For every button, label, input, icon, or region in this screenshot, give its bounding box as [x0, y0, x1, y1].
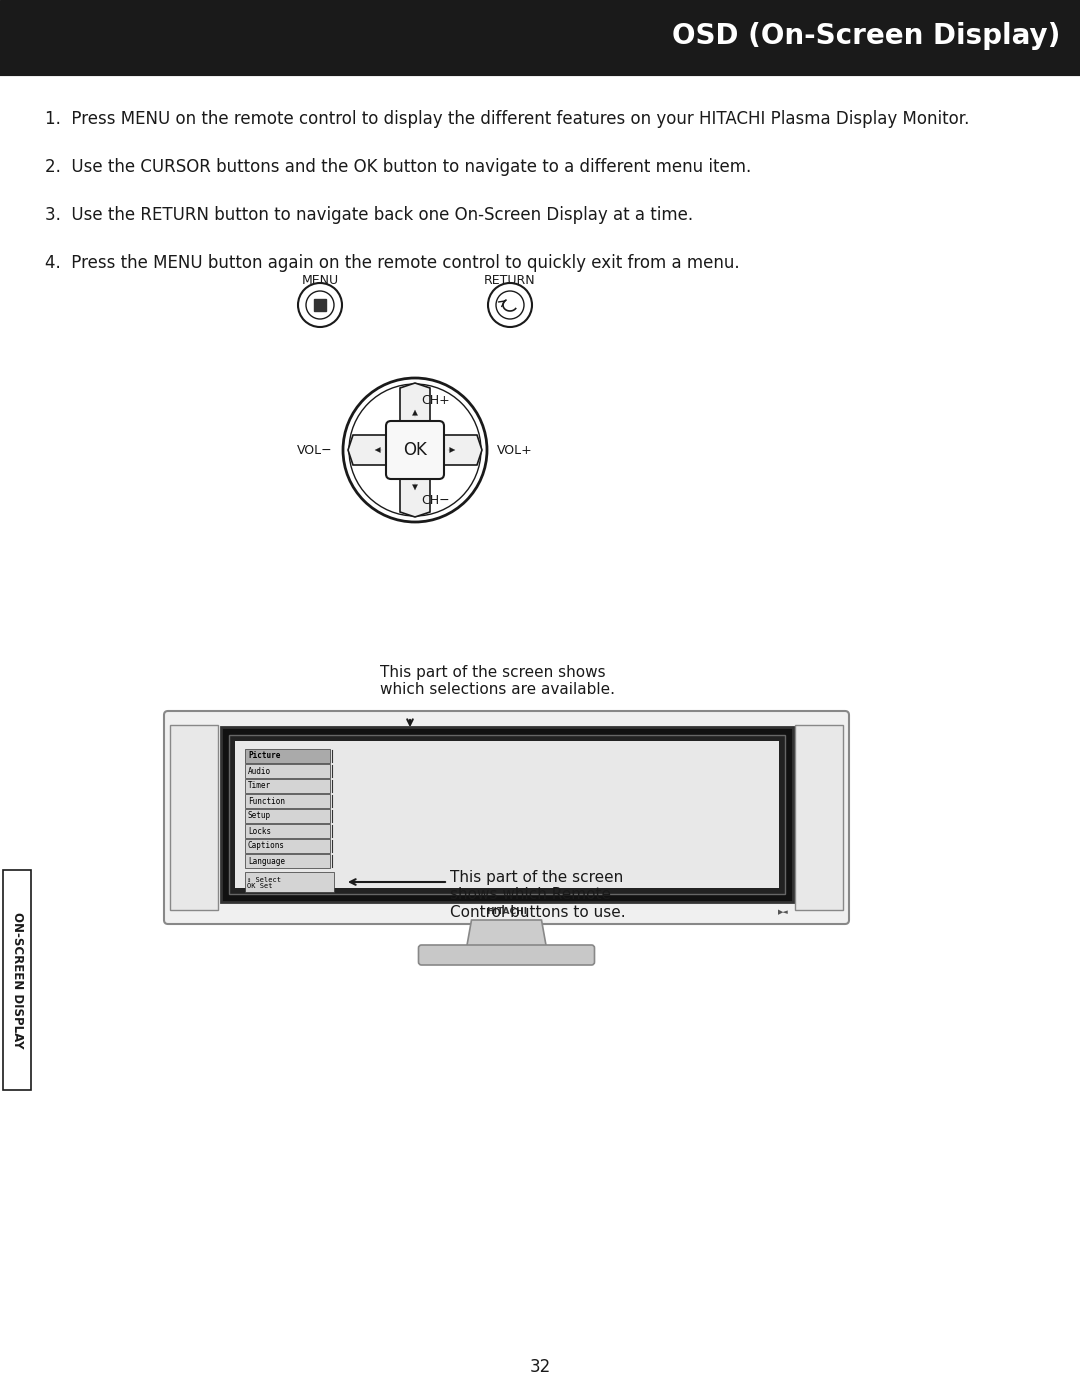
Text: This part of the screen shows
which selections are available.: This part of the screen shows which sele… — [380, 665, 615, 697]
Circle shape — [343, 379, 487, 522]
Text: Setup: Setup — [248, 812, 271, 820]
Polygon shape — [430, 434, 482, 465]
Bar — [314, 299, 326, 312]
Bar — [245, 809, 330, 823]
Bar — [245, 764, 330, 778]
Text: ↕ Select: ↕ Select — [247, 877, 281, 883]
Bar — [245, 749, 330, 763]
Bar — [795, 725, 843, 909]
Bar — [245, 793, 330, 807]
Text: 1.  Press MENU on the remote control to display the different features on your H: 1. Press MENU on the remote control to d… — [45, 110, 970, 129]
FancyBboxPatch shape — [419, 944, 594, 965]
Bar — [229, 735, 785, 894]
Text: CH−: CH− — [421, 493, 449, 507]
Polygon shape — [400, 383, 430, 434]
Bar — [245, 824, 330, 838]
Text: RETURN: RETURN — [484, 274, 536, 286]
Bar — [0, 0, 1080, 73]
Text: ON-SCREEN DISPLAY: ON-SCREEN DISPLAY — [11, 912, 24, 1048]
Text: 4.  Press the MENU button again on the remote control to quickly exit from a men: 4. Press the MENU button again on the re… — [45, 254, 740, 272]
Text: Language: Language — [248, 856, 285, 866]
Bar — [221, 726, 793, 902]
Text: Function: Function — [248, 796, 285, 806]
Bar — [245, 840, 330, 854]
Text: MENU: MENU — [301, 274, 338, 286]
Text: OK Set: OK Set — [247, 883, 272, 888]
Bar — [3, 870, 31, 1090]
Text: HITACHI: HITACHI — [486, 908, 527, 916]
Text: OSD (On-Screen Display): OSD (On-Screen Display) — [672, 22, 1059, 50]
Text: Locks: Locks — [248, 827, 271, 835]
Text: Audio: Audio — [248, 767, 271, 775]
Text: 32: 32 — [529, 1358, 551, 1376]
Polygon shape — [400, 465, 430, 517]
Bar — [245, 872, 334, 893]
Bar — [235, 740, 779, 888]
Text: Picture: Picture — [248, 752, 281, 760]
Text: CH+: CH+ — [421, 394, 449, 407]
Bar — [245, 780, 330, 793]
Bar — [170, 725, 218, 909]
FancyBboxPatch shape — [386, 420, 444, 479]
Text: 2.  Use the CURSOR buttons and the OK button to navigate to a different menu ite: 2. Use the CURSOR buttons and the OK but… — [45, 158, 752, 176]
Text: Captions: Captions — [248, 841, 285, 851]
Text: OK: OK — [403, 441, 427, 460]
Polygon shape — [467, 921, 546, 949]
Text: VOL+: VOL+ — [497, 443, 532, 457]
Text: This part of the screen
shows which Remote
Control buttons to use.: This part of the screen shows which Remo… — [450, 870, 625, 919]
Text: Timer: Timer — [248, 781, 271, 791]
Polygon shape — [348, 434, 400, 465]
Bar — [245, 854, 330, 868]
Text: ▶◄: ▶◄ — [778, 909, 788, 915]
Text: VOL−: VOL− — [297, 443, 333, 457]
FancyBboxPatch shape — [164, 711, 849, 923]
Text: 3.  Use the RETURN button to navigate back one On-Screen Display at a time.: 3. Use the RETURN button to navigate bac… — [45, 205, 693, 224]
